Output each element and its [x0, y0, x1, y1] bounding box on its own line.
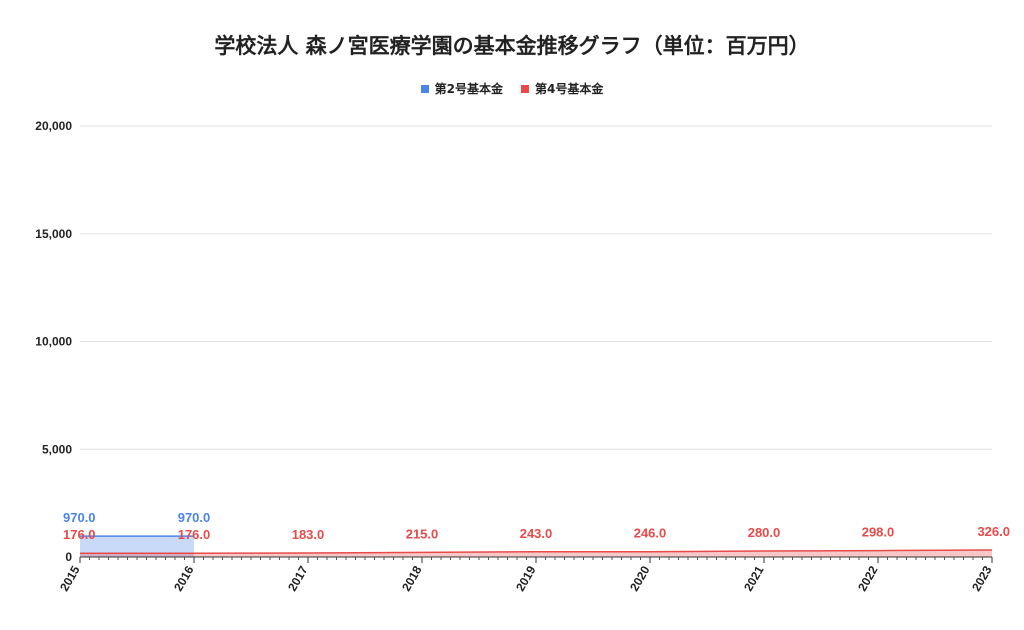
data-label-series-2: 246.0	[634, 526, 667, 541]
data-label-series-2: 176.0	[63, 527, 96, 542]
x-tick-label: 2021	[741, 563, 767, 593]
legend-label-series-2: 第4号基本金	[535, 82, 604, 96]
y-tick-label: 20,000	[35, 119, 72, 133]
x-tick-label: 2016	[171, 563, 197, 593]
x-tick-label: 2018	[399, 563, 425, 593]
y-tick-label: 0	[65, 550, 72, 564]
x-tick-label: 2023	[969, 563, 995, 593]
series-2-line	[80, 549, 993, 554]
data-label-series-1: 970.0	[63, 510, 96, 525]
data-label-series-2: 215.0	[406, 526, 439, 541]
x-tick-label: 2022	[855, 563, 881, 593]
data-label-series-2: 298.0	[862, 525, 895, 540]
data-label-series-2: 176.0	[178, 527, 211, 542]
y-tick-label: 5,000	[42, 442, 72, 456]
x-tick-label: 2017	[285, 563, 311, 593]
data-label-series-2: 280.0	[748, 525, 781, 540]
series-2-area	[80, 549, 992, 557]
series-1-area	[80, 536, 194, 557]
data-label-series-2: 243.0	[520, 526, 553, 541]
y-tick-label: 10,000	[35, 335, 72, 349]
legend-item-series-2[interactable]: 第4号基本金	[521, 80, 603, 97]
legend-label-series-1: 第2号基本金	[434, 82, 503, 96]
x-tick-label: 2020	[627, 563, 653, 593]
legend-item-series-1[interactable]: 第2号基本金	[420, 80, 503, 97]
data-label-series-2: 183.0	[292, 527, 325, 542]
legend: 第2号基本金 第4号基本金	[0, 80, 1024, 97]
data-label-series-2: 326.0	[977, 524, 1010, 539]
chart-title: 学校法人 森ノ宮医療学園の基本金推移グラフ（単位：百万円）	[214, 34, 810, 58]
legend-swatch-series-2	[521, 84, 529, 93]
x-tick-label: 2019	[513, 563, 539, 593]
legend-swatch-series-1	[420, 84, 429, 93]
x-tick-label: 2015	[57, 563, 83, 593]
y-tick-label: 15,000	[35, 227, 72, 241]
data-label-series-1: 970.0	[178, 510, 211, 525]
